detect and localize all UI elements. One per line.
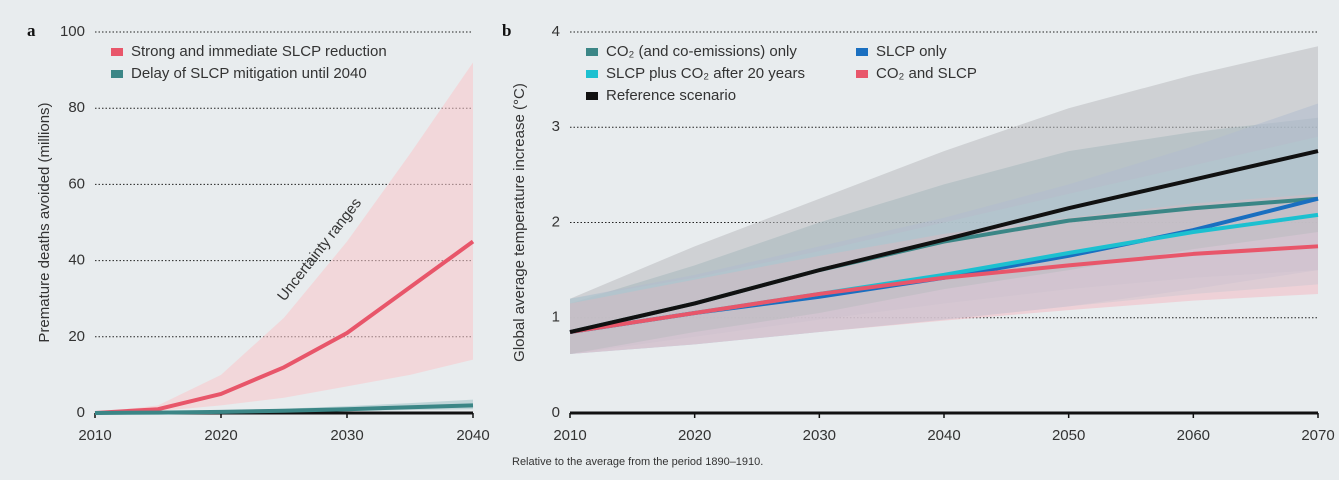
y-tick-label: 0 — [77, 404, 85, 421]
y-axis-label: Global average temperature increase (°C) — [511, 83, 528, 362]
legend-label: Reference scenario — [606, 87, 736, 104]
uncertainty-band — [95, 62, 473, 413]
panel-label: a — [27, 21, 36, 40]
y-tick-label: 0 — [552, 404, 560, 421]
y-tick-label: 20 — [68, 328, 85, 345]
legend-label: SLCP plus CO₂ after 20 years — [606, 65, 805, 82]
legend-swatch — [586, 92, 598, 100]
legend-swatch — [111, 48, 123, 56]
legend-swatch — [856, 70, 868, 78]
y-axis-label: Premature deaths avoided (millions) — [36, 102, 53, 342]
x-tick-label: 2040 — [927, 427, 960, 444]
legend-swatch — [586, 48, 598, 56]
x-tick-label: 2020 — [678, 427, 711, 444]
legend-swatch — [856, 48, 868, 56]
x-tick-label: 2070 — [1301, 427, 1334, 444]
series-line — [94, 239, 475, 415]
legend-label: Strong and immediate SLCP reduction — [131, 43, 387, 60]
series-line — [94, 403, 474, 415]
y-tick-label: 4 — [552, 23, 560, 40]
y-tick-label: 100 — [60, 23, 85, 40]
y-tick-label: 80 — [68, 99, 85, 116]
series-line — [569, 244, 1319, 335]
x-tick-label: 2050 — [1052, 427, 1085, 444]
legend-label: CO₂ and SLCP — [876, 65, 977, 82]
legend-swatch — [586, 70, 598, 78]
x-tick-label: 2030 — [803, 427, 836, 444]
uncertainty-band — [570, 46, 1318, 354]
y-tick-label: 40 — [68, 252, 85, 269]
panel-label: b — [502, 21, 511, 40]
x-tick-label: 2030 — [330, 427, 363, 444]
legend-swatch — [111, 70, 123, 78]
series-line — [569, 149, 1319, 334]
legend-label: Delay of SLCP mitigation until 2040 — [131, 65, 367, 82]
y-tick-label: 2 — [552, 213, 560, 230]
x-tick-label: 2020 — [204, 427, 237, 444]
y-tick-label: 3 — [552, 118, 560, 135]
legend-label: CO₂ (and co-emissions) only — [606, 43, 797, 60]
x-tick-label: 2010 — [553, 427, 586, 444]
y-tick-label: 1 — [552, 309, 560, 326]
note: Relative to the average from the period … — [512, 456, 763, 468]
x-tick-label: 2040 — [456, 427, 489, 444]
y-tick-label: 60 — [68, 175, 85, 192]
legend-label: SLCP only — [876, 43, 947, 60]
x-tick-label: 2060 — [1177, 427, 1210, 444]
x-tick-label: 2010 — [78, 427, 111, 444]
